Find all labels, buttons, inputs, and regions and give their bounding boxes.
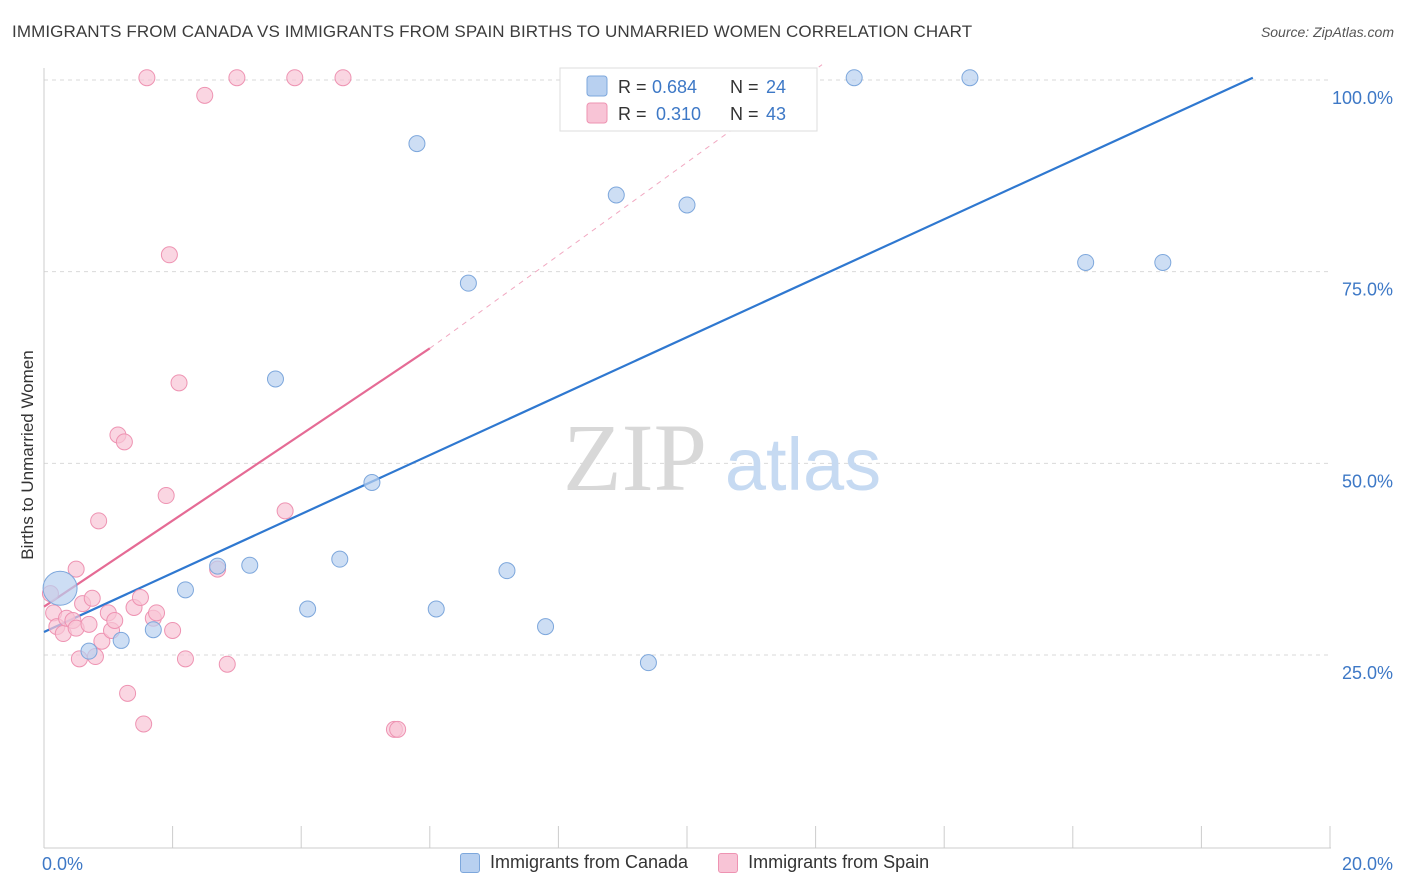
data-point-spain — [160, 246, 178, 264]
data-point-canada — [299, 600, 317, 618]
data-point-canada — [961, 69, 979, 87]
data-point-canada — [459, 274, 477, 292]
data-point-canada — [1154, 253, 1172, 271]
y-tick-label: 75.0% — [1342, 280, 1393, 300]
grid-layer — [44, 79, 1330, 656]
y-tick-label: 50.0% — [1342, 471, 1393, 491]
y-tick-label: 100.0% — [1332, 88, 1393, 108]
data-point-canada — [241, 556, 259, 574]
data-point-canada — [678, 196, 696, 214]
stats-legend-r-value-spain: 0.310 — [656, 104, 701, 124]
data-point-canada — [1077, 253, 1095, 271]
data-point-canada — [607, 186, 625, 204]
data-point-spain — [80, 615, 98, 633]
watermark-zip: ZIP — [563, 404, 707, 511]
points-layer — [41, 69, 1172, 738]
data-point-spain — [286, 69, 304, 87]
axis-layer: 100.0% 75.0% 50.0% 25.0% 0.0% 20.0% — [42, 68, 1393, 874]
data-point-spain — [276, 502, 294, 520]
data-point-canada — [408, 135, 426, 153]
data-point-spain — [334, 69, 352, 87]
data-point-canada — [209, 557, 227, 575]
stats-legend-swatch-spain — [586, 102, 608, 124]
legend-swatch-spain — [718, 852, 739, 873]
data-point-canada — [42, 570, 78, 606]
trend-line-spain — [43, 347, 431, 608]
x-tick-label: 0.0% — [42, 854, 83, 874]
data-point-spain — [218, 655, 236, 673]
data-point-canada — [176, 581, 194, 599]
stats-legend-swatch-canada — [586, 75, 608, 97]
stats-legend-n-value-canada: 24 — [766, 77, 786, 97]
data-point-spain — [176, 650, 194, 668]
chart-title: IMMIGRANTS FROM CANADA VS IMMIGRANTS FRO… — [12, 22, 973, 41]
legend-label-canada: Immigrants from Canada — [490, 852, 689, 872]
data-point-spain — [131, 589, 149, 606]
data-point-canada — [331, 550, 349, 568]
data-point-spain — [93, 632, 111, 650]
stats-legend-n-label-spain: N = — [730, 104, 759, 124]
chart-source: Source: ZipAtlas.com — [1260, 24, 1394, 40]
data-point-spain — [389, 720, 407, 738]
data-point-canada — [427, 600, 445, 618]
stats-legend-r-label-spain: R = — [618, 104, 647, 124]
data-point-spain — [83, 589, 101, 607]
trend-line-canada — [43, 76, 1254, 633]
data-point-canada — [80, 642, 98, 660]
data-point-spain — [115, 433, 133, 451]
data-point-spain — [228, 69, 246, 87]
data-point-spain — [67, 560, 85, 578]
data-point-canada — [363, 474, 381, 491]
data-point-canada — [639, 654, 657, 672]
stats-legend-r-label-canada: R = — [618, 77, 647, 97]
data-point-spain — [135, 715, 153, 733]
data-point-spain — [157, 487, 175, 505]
legend-label-spain: Immigrants from Spain — [748, 852, 930, 872]
data-point-canada — [112, 631, 130, 649]
data-point-spain — [119, 684, 137, 702]
data-point-canada — [266, 370, 284, 388]
data-point-spain — [138, 69, 156, 87]
data-point-spain — [170, 374, 188, 392]
data-point-canada — [498, 562, 516, 580]
data-point-spain — [148, 604, 166, 622]
legend-item-spain: Immigrants from Spain — [718, 852, 929, 873]
data-point-canada — [845, 69, 863, 87]
trend-layer — [43, 64, 1254, 633]
watermark-atlas: atlas — [725, 423, 881, 506]
data-point-spain — [164, 621, 182, 639]
x-tick-label: 20.0% — [1342, 854, 1393, 874]
stats-legend-n-label-canada: N = — [730, 77, 759, 97]
y-tick-label: 25.0% — [1342, 663, 1393, 683]
watermark: ZIP atlas — [563, 404, 881, 511]
data-point-spain — [106, 612, 124, 629]
data-point-spain — [196, 86, 214, 104]
stats-legend-n-value-spain: 43 — [766, 104, 786, 124]
data-point-spain — [90, 512, 108, 530]
bottom-legend: Immigrants from Canada Immigrants from S… — [460, 852, 959, 873]
data-point-canada — [144, 621, 162, 639]
legend-item-canada: Immigrants from Canada — [460, 852, 688, 873]
legend-swatch-canada — [460, 852, 480, 873]
data-point-canada — [537, 618, 555, 636]
stats-legend-r-value-canada: 0.684 — [652, 77, 697, 97]
stats-legend: R = 0.684 N = 24 R = 0.310 N = 43 — [559, 67, 818, 132]
